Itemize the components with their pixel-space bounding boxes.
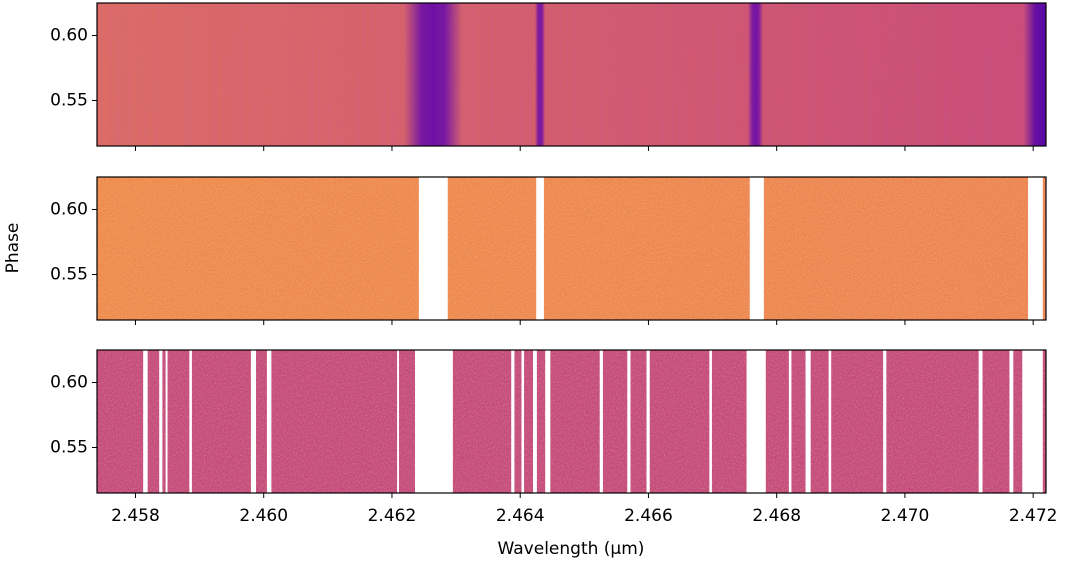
masked-region [418, 177, 448, 320]
x-tick-label: 2.466 [624, 506, 673, 526]
masked-region [627, 350, 631, 493]
panel-texture [97, 350, 1046, 493]
absorption-line [404, 3, 462, 146]
masked-region [1028, 177, 1043, 320]
masked-region [511, 350, 515, 493]
x-tick-label: 2.470 [881, 506, 930, 526]
x-tick-label: 2.468 [752, 506, 801, 526]
absorption-line [535, 3, 545, 146]
y-tick-label: 0.55 [50, 91, 88, 111]
x-tick-label: 2.462 [368, 506, 417, 526]
masked-region [415, 350, 453, 493]
masked-region [266, 350, 272, 493]
masked-region [545, 350, 551, 493]
masked-region [143, 350, 148, 493]
absorption-line [1024, 3, 1062, 146]
masked-region [646, 350, 650, 493]
panel-texture [97, 177, 1046, 320]
masked-region [978, 350, 983, 493]
x-tick-label: 2.472 [1009, 506, 1058, 526]
masked-region [788, 350, 792, 493]
masked-region [828, 350, 832, 493]
y-tick-label: 0.55 [50, 438, 88, 458]
panel-frame [96, 2, 1047, 147]
absorption-line [748, 3, 763, 146]
masked-region [1009, 350, 1014, 493]
masked-region [599, 350, 603, 493]
masked-region [805, 350, 811, 493]
y-tick-label: 0.55 [50, 265, 88, 285]
x-tick-label: 2.464 [496, 506, 545, 526]
panel-texture [97, 3, 1046, 146]
masked-region [189, 350, 192, 493]
x-axis-label: Wavelength (μm) [498, 539, 645, 559]
y-tick-label: 0.60 [50, 373, 88, 393]
y-tick-label: 0.60 [50, 26, 88, 46]
masked-region [746, 350, 766, 493]
masked-region [250, 350, 257, 493]
masked-region [533, 350, 537, 493]
masked-region [521, 350, 525, 493]
x-tick-label: 2.460 [239, 506, 288, 526]
masked-region [165, 350, 168, 493]
masked-region [1022, 350, 1043, 493]
masked-region [397, 350, 400, 493]
y-tick-label: 0.60 [50, 200, 88, 220]
masked-region [749, 177, 764, 320]
panel-frame [96, 349, 1047, 494]
masked-region [709, 350, 712, 493]
y-axis-label: Phase [3, 223, 23, 274]
masked-region [883, 350, 887, 493]
panel-frame [96, 176, 1047, 321]
masked-region [159, 350, 163, 493]
x-tick-label: 2.458 [111, 506, 160, 526]
masked-region [536, 177, 544, 320]
